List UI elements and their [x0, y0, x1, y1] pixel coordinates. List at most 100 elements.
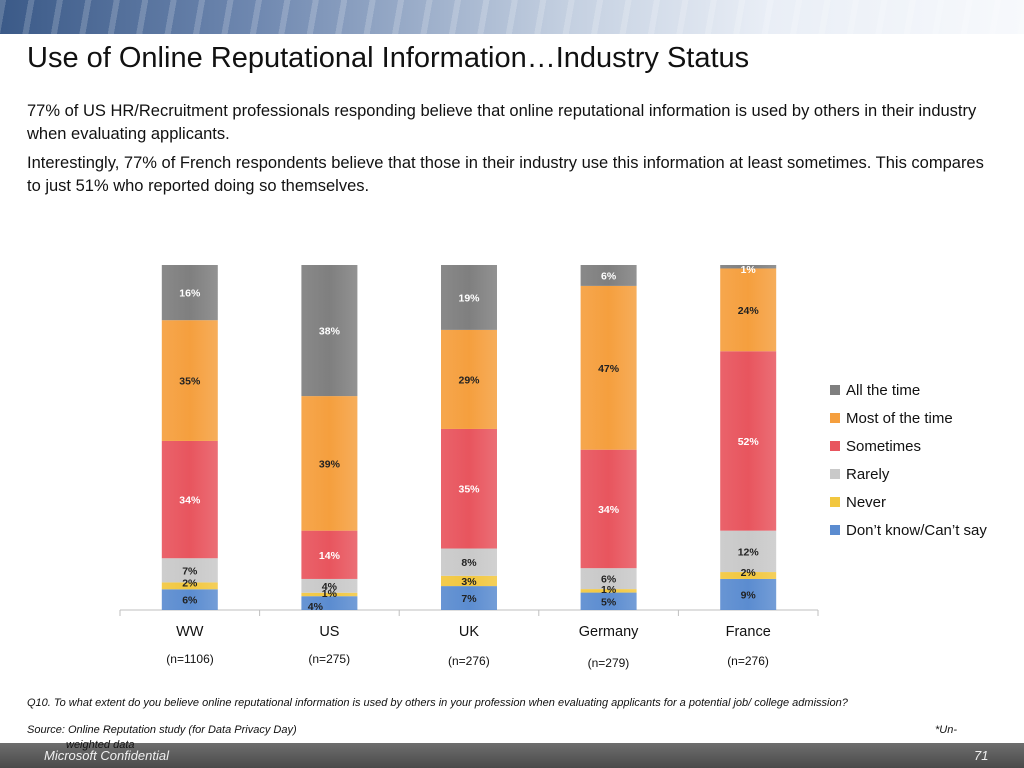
bar-segment-france-5	[720, 265, 777, 269]
legend-label: Never	[846, 493, 887, 511]
question-footnote: Q10. To what extent do you believe onlin…	[27, 697, 848, 709]
legend-label: Sometimes	[846, 437, 922, 455]
data-label-us-4: 39%	[319, 458, 341, 470]
legend-label: Don’t know/Can’t say	[846, 521, 987, 539]
sample-size-us: (n=275)	[308, 652, 351, 666]
data-label-france-2: 12%	[738, 546, 760, 558]
data-label-germany-0: 5%	[601, 596, 617, 608]
legend-label: All the time	[846, 381, 921, 399]
bar-segment-ww-3	[161, 440, 218, 559]
data-label-us-1: 1%	[322, 588, 338, 600]
data-label-uk-5: 19%	[458, 292, 480, 304]
legend-label: Rarely	[846, 465, 890, 483]
data-label-ww-0: 6%	[182, 595, 198, 607]
data-label-ww-2: 7%	[182, 565, 198, 577]
page-title: Use of Online Reputational Information…I…	[27, 42, 750, 74]
data-label-us-3: 14%	[319, 550, 341, 562]
data-label-ww-4: 35%	[179, 376, 201, 388]
data-label-germany-1: 1%	[601, 584, 617, 596]
bar-segment-us-1	[301, 592, 358, 597]
data-label-us-0: 4%	[308, 601, 324, 613]
data-label-germany-4: 47%	[598, 363, 620, 375]
bar-segment-france-4	[720, 268, 777, 352]
data-label-us-2: 4%	[322, 581, 338, 593]
bar-segment-germany-1	[580, 589, 637, 593]
bar-segment-uk-3	[441, 428, 497, 549]
bar-segment-us-0	[301, 596, 358, 610]
data-label-uk-2: 8%	[461, 557, 477, 569]
legend-item-0: Don’t know/Can’t say	[830, 516, 987, 544]
unweighted-note-continued: weighted data	[66, 739, 135, 751]
data-label-france-1: 2%	[741, 567, 757, 579]
legend-item-4: Most of the time	[830, 404, 987, 432]
data-label-ww-1: 2%	[182, 577, 198, 589]
header-banner	[0, 0, 1024, 34]
bar-segment-ww-5	[161, 265, 218, 321]
bar-segment-ww-0	[161, 589, 218, 610]
category-label-uk: UK	[459, 624, 479, 640]
legend-item-5: All the time	[830, 376, 987, 404]
legend-swatch	[830, 525, 840, 535]
sample-size-germany: (n=279)	[587, 656, 630, 670]
summary-paragraph-2: Interestingly, 77% of French respondents…	[27, 154, 984, 195]
bar-segment-us-5	[301, 265, 358, 397]
category-label-us: US	[319, 624, 339, 640]
data-label-germany-3: 34%	[598, 504, 620, 516]
data-label-germany-2: 6%	[601, 574, 617, 586]
bar-segment-germany-4	[580, 285, 637, 450]
legend-label: Most of the time	[846, 409, 953, 427]
data-label-uk-4: 29%	[458, 374, 480, 386]
data-label-france-0: 9%	[741, 589, 757, 601]
bar-segment-france-2	[720, 530, 777, 573]
data-label-germany-5: 6%	[601, 270, 617, 282]
stacked-bar-chart: 6%2%7%34%35%16%WW4%1%4%14%39%38%US7%3%8%…	[119, 264, 819, 640]
data-label-us-5: 38%	[319, 326, 341, 338]
footer-bar	[0, 743, 1024, 768]
sample-size-uk: (n=276)	[448, 654, 490, 668]
bar-segment-uk-4	[441, 329, 497, 429]
bar-segment-france-3	[720, 351, 777, 531]
category-label-ww: WW	[176, 624, 204, 640]
data-label-france-4: 24%	[738, 305, 760, 317]
data-label-france-5: 1%	[741, 264, 757, 276]
bar-segment-ww-2	[161, 558, 218, 583]
bar-segment-ww-1	[161, 582, 218, 590]
header-banner-pattern	[0, 0, 1024, 34]
data-label-france-3: 52%	[738, 436, 760, 448]
legend-swatch	[830, 413, 840, 423]
chart-legend: All the time Most of the time Sometimes Rar…	[830, 376, 987, 544]
data-label-ww-5: 16%	[179, 288, 201, 300]
legend-item-3: Sometimes	[830, 432, 987, 460]
bar-segment-france-1	[720, 572, 777, 579]
legend-swatch	[830, 441, 840, 451]
category-label-france: France	[726, 624, 771, 640]
footer-confidential: Microsoft Confidential	[44, 748, 169, 763]
bar-segment-germany-2	[580, 568, 637, 590]
summary-paragraph-1: 77% of US HR/Recruitment professionals r…	[27, 102, 977, 143]
bar-segment-germany-5	[580, 265, 637, 286]
legend-swatch	[830, 469, 840, 479]
bar-segment-us-2	[301, 578, 358, 593]
unweighted-note: *Un-	[935, 724, 958, 736]
legend-swatch	[830, 385, 840, 395]
bar-segment-germany-3	[580, 449, 637, 569]
bar-segment-france-0	[720, 578, 777, 610]
sample-size-ww: (n=1106)	[166, 652, 214, 666]
bar-segment-ww-4	[161, 320, 218, 441]
source-note: Source: Online Reputation study (for Dat…	[27, 724, 297, 736]
bar-segment-uk-0	[441, 586, 497, 610]
data-label-uk-3: 35%	[458, 484, 480, 496]
bar-segment-uk-5	[441, 265, 497, 330]
bar-segment-us-3	[301, 530, 358, 579]
legend-item-1: Never	[830, 488, 987, 516]
bar-segment-uk-1	[441, 575, 497, 587]
bar-segment-uk-2	[441, 548, 497, 576]
sample-size-france: (n=276)	[727, 654, 769, 668]
bar-segment-us-4	[301, 396, 358, 531]
bar-segment-germany-0	[580, 592, 637, 610]
data-label-uk-0: 7%	[461, 593, 477, 605]
legend-item-2: Rarely	[830, 460, 987, 488]
data-label-uk-1: 3%	[461, 576, 477, 588]
legend-swatch	[830, 497, 840, 507]
category-label-germany: Germany	[579, 624, 639, 640]
